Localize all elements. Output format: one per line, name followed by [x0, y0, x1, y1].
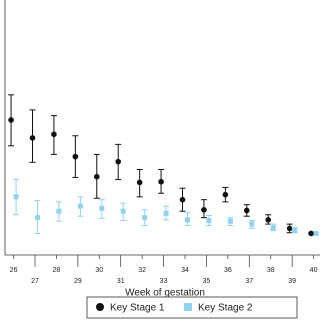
point — [243, 207, 250, 214]
x-axis-title: Week of gestation — [125, 288, 205, 299]
x-tick-label: 34 — [181, 267, 189, 274]
point — [308, 230, 314, 237]
point — [313, 230, 319, 236]
x-tick-label: 30 — [95, 267, 103, 274]
point — [185, 217, 190, 223]
point — [270, 225, 276, 231]
point — [265, 217, 272, 223]
point — [29, 135, 36, 141]
point — [158, 178, 164, 185]
x-tick-label: 40 — [310, 267, 318, 274]
x-tick-label: 33 — [160, 278, 168, 285]
point — [163, 210, 169, 216]
legend-text: Key Stage 1 — [110, 303, 165, 314]
point — [136, 179, 143, 186]
point — [13, 194, 19, 200]
point — [115, 158, 122, 165]
x-tick-label: 27 — [31, 278, 39, 285]
x-tick-label: 31 — [117, 278, 125, 285]
point — [179, 196, 186, 203]
x-tick-label: 35 — [203, 278, 211, 285]
point — [222, 191, 229, 198]
x-tick-label: 26 — [10, 267, 18, 274]
point — [286, 225, 293, 232]
point — [8, 117, 14, 123]
point — [227, 218, 233, 224]
legend-marker — [184, 303, 192, 311]
x-tick-label: 39 — [288, 278, 296, 285]
x-tick-label: 37 — [245, 278, 253, 285]
legend-marker — [96, 303, 104, 311]
point — [77, 203, 83, 209]
point — [35, 215, 40, 221]
point — [249, 221, 255, 227]
point — [206, 218, 212, 224]
point — [292, 228, 298, 234]
x-tick-label: 36 — [224, 267, 232, 274]
point — [142, 215, 148, 221]
x-tick-label: 28 — [53, 267, 61, 274]
point — [120, 208, 126, 214]
x-tick-label: 32 — [138, 267, 146, 274]
legend-text: Key Stage 2 — [198, 303, 253, 314]
point — [56, 208, 62, 214]
point — [72, 153, 79, 160]
point — [51, 131, 57, 138]
point — [201, 206, 207, 213]
point — [99, 205, 105, 211]
x-tick-label: 29 — [74, 278, 82, 285]
point — [93, 173, 100, 180]
x-tick-label: 38 — [267, 267, 275, 274]
